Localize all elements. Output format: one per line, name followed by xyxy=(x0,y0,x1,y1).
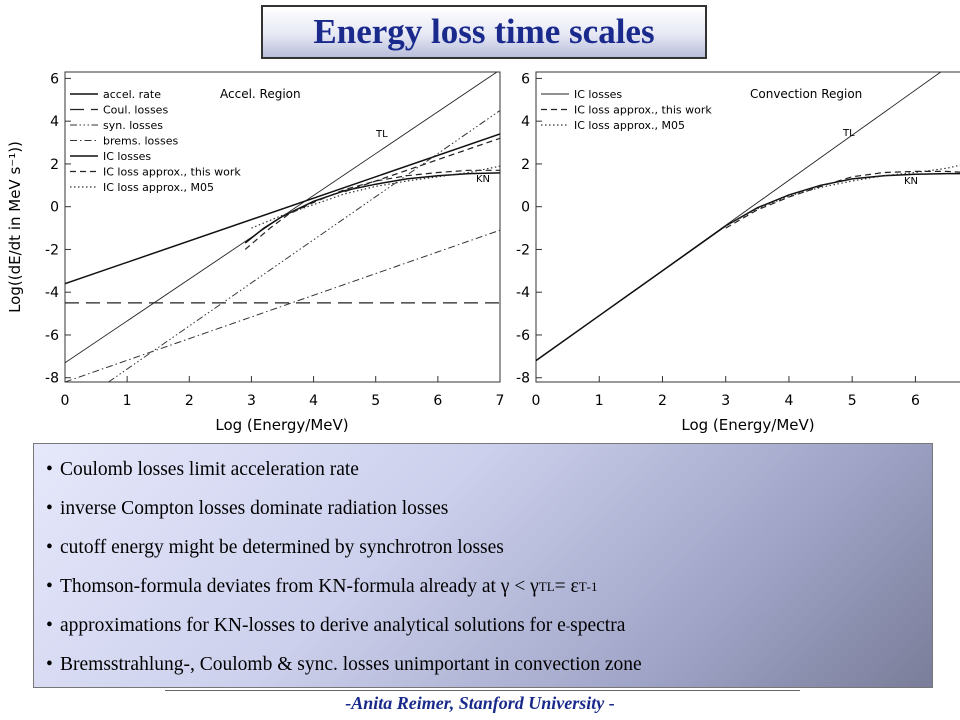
series-line-1 xyxy=(65,133,500,285)
bullet-item: • Thomson-formula deviates from KN-formul… xyxy=(46,567,932,606)
bullet-text: Coulomb losses limit acceleration rate xyxy=(60,458,359,480)
bullet-text: Bremsstrahlung-, Coulomb & sync. losses … xyxy=(60,653,642,675)
tick-group: 0 1 2 3 4 5 6 -8 -6 -4 -2 0 2 4 6 xyxy=(516,71,920,409)
x-tick-label: 7 xyxy=(496,393,505,409)
series-line-6 xyxy=(244,169,500,250)
x-tick-label: 2 xyxy=(658,393,667,409)
series-line-1 xyxy=(536,172,960,362)
x-tick-label: 1 xyxy=(595,393,604,409)
bullet-item: • Bremsstrahlung-, Coulomb & sync. losses… xyxy=(46,645,932,684)
x-tick-label: 1 xyxy=(123,393,132,409)
bullet-dot: • xyxy=(46,536,53,558)
y-tick-label: -6 xyxy=(45,328,59,344)
tick-group: 0 1 2 3 4 5 6 7 -8 -6 -4 -2 0 2 4 6 xyxy=(45,71,504,409)
series-line-5 xyxy=(244,172,500,244)
footer-credit: -Anita Reimer, Stanford University - xyxy=(345,693,615,713)
x-tick-label: 5 xyxy=(848,393,857,409)
legend-entry: IC loss approx., M05 xyxy=(574,119,685,132)
bullet-text: = ε xyxy=(554,575,579,597)
y-tick-label: -2 xyxy=(45,242,59,258)
y-tick-label: 0 xyxy=(50,200,59,216)
series-line-8 xyxy=(344,137,500,193)
series-line-3 xyxy=(108,110,500,382)
legend: IC losses IC loss approx., this work IC lo… xyxy=(541,88,712,132)
y-tick-label: 4 xyxy=(50,114,59,130)
annotation-tl: TL xyxy=(375,129,388,140)
bullet-text: TL xyxy=(538,578,555,594)
plot-frame xyxy=(64,71,501,383)
plot-frame xyxy=(535,71,960,383)
annotation-kn: KN xyxy=(476,174,490,185)
region-label: Convection Region xyxy=(750,87,862,101)
slide-title: Energy loss time scales xyxy=(313,12,655,51)
y-tick-label: 6 xyxy=(50,71,59,87)
series-line-3 xyxy=(725,164,960,227)
annotation-kn: KN xyxy=(904,176,918,187)
y-tick-label: -4 xyxy=(45,285,59,301)
x-axis-label: Log (Energy/MeV) xyxy=(215,416,348,434)
x-tick-label: 4 xyxy=(784,393,793,409)
legend-entry: IC loss approx., M05 xyxy=(103,181,214,194)
y-tick-label: -6 xyxy=(516,328,530,344)
bullet-text: cutoff energy might be determined by syn… xyxy=(60,536,504,558)
series-line-4 xyxy=(65,229,500,382)
bullet-text: inverse Compton losses dominate radiatio… xyxy=(60,497,449,519)
region-label: Accel. Region xyxy=(220,87,301,101)
bullet-dot: • xyxy=(46,575,53,597)
bullet-text: approximations for KN-losses to derive a… xyxy=(60,614,566,636)
legend-entry: IC loss approx., this work xyxy=(103,166,241,179)
y-tick-label: -4 xyxy=(516,285,530,301)
legend-entry: syn. losses xyxy=(103,119,163,132)
series-line-7 xyxy=(251,165,500,229)
series-group xyxy=(65,72,500,382)
y-tick-label: 0 xyxy=(521,200,530,216)
x-tick-label: 0 xyxy=(532,393,541,409)
chart-convection-region: 0 1 2 3 4 5 6 -8 -6 -4 -2 0 2 4 6 IC losses IC loss app… xyxy=(516,71,960,434)
bullet-dot: • xyxy=(46,497,53,519)
bullet-text: - xyxy=(565,617,571,633)
x-tick-label: 0 xyxy=(61,393,70,409)
chart-accel-region: 0 1 2 3 4 5 6 7 -8 -6 -4 -2 0 2 4 6 accel. rate Coul. lo… xyxy=(6,71,504,434)
bullet-item: • inverse Compton losses dominate radiati… xyxy=(46,489,932,528)
legend-entry: IC loss approx., this work xyxy=(574,104,712,117)
bullet-text: -1 xyxy=(586,578,598,594)
bullet-dot: • xyxy=(46,614,53,636)
legend-entry: accel. rate xyxy=(103,88,161,101)
x-tick-label: 6 xyxy=(911,393,920,409)
legend-entry: IC losses xyxy=(574,88,622,101)
x-tick-label: 6 xyxy=(433,393,442,409)
series-line-2 xyxy=(725,170,960,229)
series-group xyxy=(536,72,960,362)
x-tick-label: 3 xyxy=(247,393,256,409)
bullet-list: • Coulomb losses limit acceleration rate •… xyxy=(33,443,933,688)
x-tick-label: 3 xyxy=(721,393,730,409)
bullet-dot: • xyxy=(46,458,53,480)
bullet-text: Thomson-formula deviates from KN-formula… xyxy=(60,575,539,597)
x-axis-label: Log (Energy/MeV) xyxy=(681,416,814,434)
y-tick-label: -8 xyxy=(516,371,530,387)
y-tick-label: 2 xyxy=(50,157,59,173)
y-tick-label: 6 xyxy=(521,71,530,87)
title-box: Energy loss time scales xyxy=(261,5,707,59)
x-tick-label: 2 xyxy=(185,393,194,409)
annotation-tl: TL xyxy=(842,128,855,139)
x-tick-label: 4 xyxy=(309,393,318,409)
y-tick-label: -8 xyxy=(45,371,59,387)
bullet-item: • Coulomb losses limit acceleration rate xyxy=(46,450,932,489)
legend-entry: IC losses xyxy=(103,150,151,163)
bullet-dot: • xyxy=(46,653,53,675)
bullet-text: spectra xyxy=(570,614,626,636)
x-tick-label: 5 xyxy=(371,393,380,409)
footer-rule xyxy=(165,690,800,691)
y-axis-label: Log((dE/dt in MeV s⁻¹)) xyxy=(6,141,24,313)
bullet-text: T xyxy=(578,578,587,594)
y-tick-label: -2 xyxy=(516,242,530,258)
legend-entry: Coul. losses xyxy=(103,104,168,117)
legend: accel. rate Coul. losses syn. losses brems.… xyxy=(70,88,241,194)
y-tick-label: 4 xyxy=(521,114,530,130)
bullet-item: • cutoff energy might be determined by sy… xyxy=(46,528,932,567)
legend-entry: brems. losses xyxy=(103,135,178,148)
y-tick-label: 2 xyxy=(521,157,530,173)
bullet-item: • approximations for KN-losses to derive … xyxy=(46,606,932,645)
